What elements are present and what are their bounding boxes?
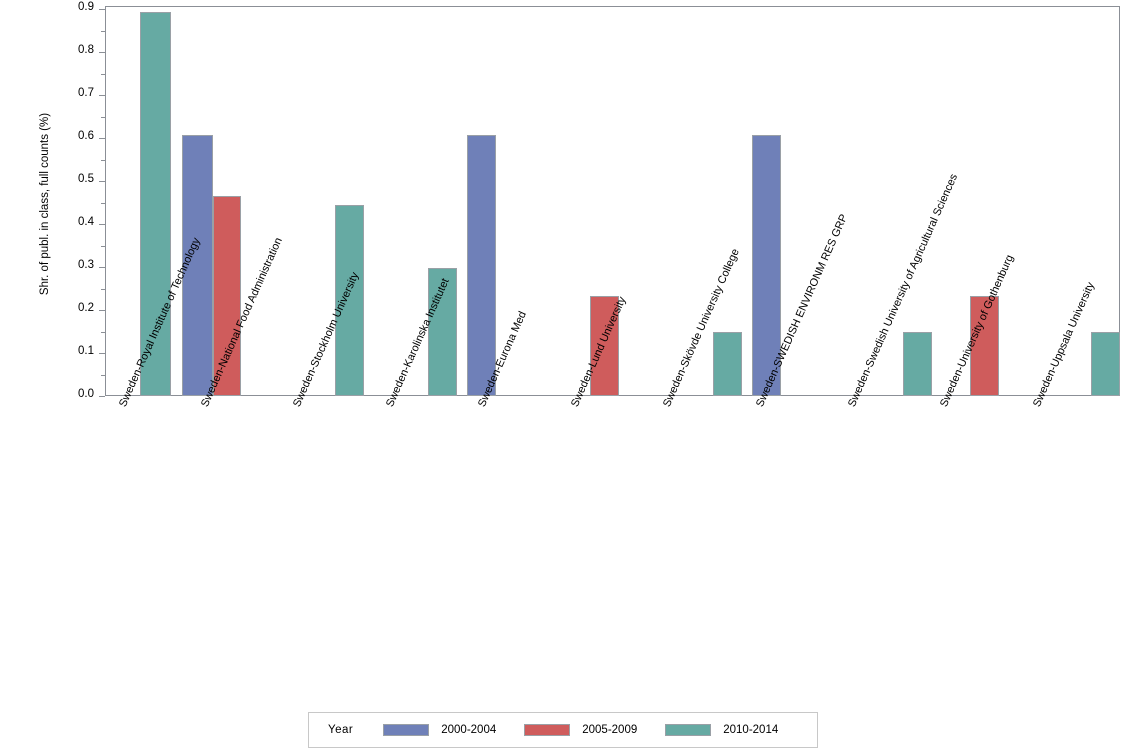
y-tick-mark bbox=[101, 30, 105, 32]
legend-entry[interactable]: 2010-2014 bbox=[665, 724, 778, 736]
y-tick-mark bbox=[101, 159, 105, 161]
y-tick-label: 0.2 bbox=[78, 302, 94, 314]
legend-swatch bbox=[383, 724, 430, 736]
y-tick-mark bbox=[99, 310, 105, 311]
y-tick-mark bbox=[99, 396, 105, 397]
bar bbox=[213, 195, 241, 396]
legend-title: Year bbox=[328, 724, 354, 736]
legend: Year 2000-2004 2005-2009 2010-2014 bbox=[308, 712, 818, 748]
legend-entry[interactable]: 2005-2009 bbox=[524, 724, 637, 736]
y-tick-mark bbox=[101, 116, 105, 118]
bar bbox=[970, 295, 999, 396]
legend-entries: 2000-2004 2005-2009 2010-2014 bbox=[383, 724, 806, 736]
y-tick-mark bbox=[101, 288, 105, 290]
y-axis-title: Shr. of publ. in class, full counts (%) bbox=[39, 112, 51, 296]
y-tick-mark bbox=[99, 9, 105, 10]
bar bbox=[903, 331, 932, 396]
y-tick-mark bbox=[101, 331, 105, 333]
y-tick-mark bbox=[99, 181, 105, 182]
y-tick-label: 0.7 bbox=[78, 87, 94, 99]
y-tick-mark bbox=[99, 224, 105, 225]
bar bbox=[335, 205, 364, 396]
legend-swatch bbox=[665, 724, 712, 736]
y-tick-mark bbox=[101, 202, 105, 204]
y-tick-mark bbox=[101, 374, 105, 376]
legend-label: 2005-2009 bbox=[582, 724, 638, 736]
y-tick-mark bbox=[99, 138, 105, 139]
y-tick-mark bbox=[101, 73, 105, 75]
legend-swatch bbox=[524, 724, 571, 736]
y-tick-label: 0.8 bbox=[78, 44, 94, 56]
y-tick-label: 0.1 bbox=[78, 345, 94, 357]
bar bbox=[140, 11, 171, 396]
y-tick-mark bbox=[101, 245, 105, 247]
legend-entry[interactable]: 2000-2004 bbox=[383, 724, 496, 736]
bar bbox=[752, 134, 781, 396]
y-tick-mark bbox=[99, 52, 105, 53]
bar bbox=[1091, 331, 1120, 396]
y-tick-label: 0.0 bbox=[78, 388, 94, 400]
y-tick-mark bbox=[99, 95, 105, 96]
bar bbox=[467, 134, 496, 396]
y-tick-mark bbox=[99, 267, 105, 268]
y-tick-label: 0.5 bbox=[78, 173, 94, 185]
legend-label: 2000-2004 bbox=[441, 724, 497, 736]
y-tick-label: 0.6 bbox=[78, 130, 94, 142]
y-tick-mark bbox=[99, 353, 105, 354]
bar bbox=[590, 295, 619, 396]
y-tick-label: 0.9 bbox=[78, 1, 94, 13]
y-tick-label: 0.4 bbox=[78, 216, 94, 228]
plot-area bbox=[105, 6, 1120, 396]
bar bbox=[713, 331, 742, 396]
bar bbox=[182, 134, 213, 396]
y-tick-label: 0.3 bbox=[78, 259, 94, 271]
bar bbox=[428, 267, 457, 396]
legend-label: 2010-2014 bbox=[723, 724, 779, 736]
